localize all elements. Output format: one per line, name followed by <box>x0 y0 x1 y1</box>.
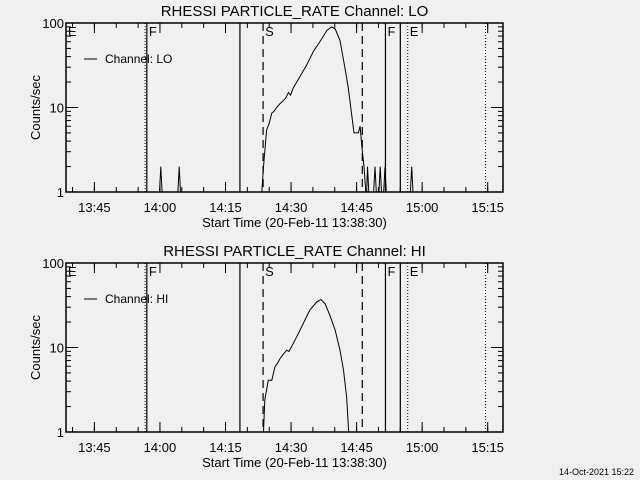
time-marker-label: F <box>149 264 157 279</box>
y-tick-label: 100 <box>42 256 64 271</box>
x-axis-label: Start Time (20-Feb-11 13:38:30) <box>202 455 387 470</box>
series-line-0 <box>66 26 503 193</box>
legend-label: Channel: LO <box>105 52 172 66</box>
chart-panel-0: RHESSI PARTICLE_RATE Channel: LO 1 10 100 13… <box>28 3 504 230</box>
time-marker-label: F <box>387 24 395 39</box>
plot-frame <box>65 22 504 193</box>
plot-timestamp: 14-Oct-2021 15:22 <box>558 467 634 477</box>
time-marker-label: E <box>68 24 77 39</box>
x-tick-label: 14:15 <box>209 440 242 455</box>
y-tick-label: 1 <box>57 185 64 200</box>
legend-label: Channel: HI <box>105 292 168 306</box>
y-axis-label: Counts/sec <box>28 314 43 380</box>
y-tick-label: 100 <box>42 16 64 31</box>
time-marker-label: F <box>387 264 395 279</box>
plot-frame <box>65 262 504 433</box>
time-marker-label: S <box>265 264 274 279</box>
x-tick-label: 14:00 <box>144 200 177 215</box>
y-axis-label: Counts/sec <box>28 74 43 140</box>
x-tick-label: 13:45 <box>78 200 111 215</box>
series-line-0 <box>66 298 503 433</box>
time-marker-label: E <box>410 264 419 279</box>
x-tick-label: 14:45 <box>340 200 373 215</box>
x-tick-label: 15:00 <box>406 200 439 215</box>
x-tick-label: 14:30 <box>275 200 308 215</box>
x-tick-label: 15:15 <box>471 200 504 215</box>
x-tick-label: 14:30 <box>275 440 308 455</box>
chart-panel-1: RHESSI PARTICLE_RATE Channel: HI 1 10 100 13… <box>28 243 504 470</box>
time-marker-label: E <box>410 24 419 39</box>
y-tick-label: 1 <box>57 425 64 440</box>
x-axis-label: Start Time (20-Feb-11 13:38:30) <box>202 215 387 230</box>
time-marker-label: S <box>265 24 274 39</box>
x-tick-label: 14:15 <box>209 200 242 215</box>
time-marker-label: F <box>149 24 157 39</box>
chart-title: RHESSI PARTICLE_RATE Channel: HI <box>163 243 426 260</box>
time-marker-label: E <box>68 264 77 279</box>
chart-title: RHESSI PARTICLE_RATE Channel: LO <box>161 3 429 20</box>
y-tick-label: 10 <box>50 341 64 356</box>
x-tick-label: 14:45 <box>340 440 373 455</box>
x-tick-label: 13:45 <box>78 440 111 455</box>
x-tick-label: 15:15 <box>471 440 504 455</box>
x-tick-label: 15:00 <box>406 440 439 455</box>
x-tick-label: 14:00 <box>144 440 177 455</box>
y-tick-label: 10 <box>50 101 64 116</box>
